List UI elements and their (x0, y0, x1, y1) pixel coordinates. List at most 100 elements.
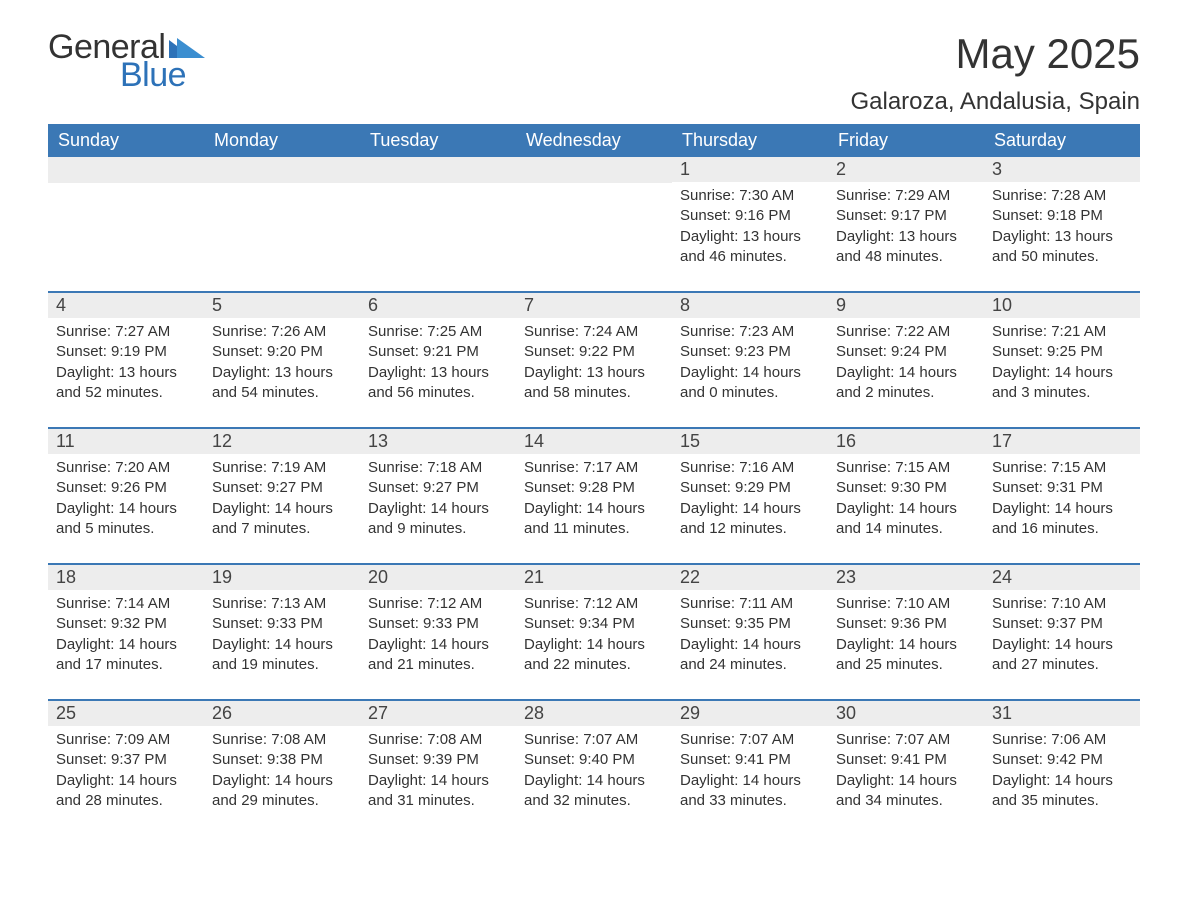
calendar-cell: 12Sunrise: 7:19 AMSunset: 9:27 PMDayligh… (204, 429, 360, 563)
day-details: Sunrise: 7:29 AMSunset: 9:17 PMDaylight:… (828, 182, 984, 267)
calendar-cell: 11Sunrise: 7:20 AMSunset: 9:26 PMDayligh… (48, 429, 204, 563)
day-details: Sunrise: 7:21 AMSunset: 9:25 PMDaylight:… (984, 318, 1140, 403)
day-number: 14 (516, 429, 672, 454)
daylight-line: Daylight: 13 hours and 58 minutes. (524, 363, 664, 404)
day-number: 16 (828, 429, 984, 454)
daylight-line: Daylight: 14 hours and 27 minutes. (992, 635, 1132, 676)
week-row: 18Sunrise: 7:14 AMSunset: 9:32 PMDayligh… (48, 563, 1140, 699)
day-details: Sunrise: 7:12 AMSunset: 9:33 PMDaylight:… (360, 590, 516, 675)
sunset-line: Sunset: 9:17 PM (836, 206, 976, 226)
week-row: 11Sunrise: 7:20 AMSunset: 9:26 PMDayligh… (48, 427, 1140, 563)
calendar-cell: 27Sunrise: 7:08 AMSunset: 9:39 PMDayligh… (360, 701, 516, 835)
day-details: Sunrise: 7:07 AMSunset: 9:41 PMDaylight:… (828, 726, 984, 811)
sunset-line: Sunset: 9:27 PM (368, 478, 508, 498)
sunset-line: Sunset: 9:37 PM (992, 614, 1132, 634)
day-number: 8 (672, 293, 828, 318)
day-details: Sunrise: 7:10 AMSunset: 9:37 PMDaylight:… (984, 590, 1140, 675)
daylight-line: Daylight: 14 hours and 33 minutes. (680, 771, 820, 812)
daylight-line: Daylight: 13 hours and 50 minutes. (992, 227, 1132, 268)
sunrise-line: Sunrise: 7:22 AM (836, 322, 976, 342)
calendar-cell: 1Sunrise: 7:30 AMSunset: 9:16 PMDaylight… (672, 157, 828, 291)
daylight-line: Daylight: 14 hours and 19 minutes. (212, 635, 352, 676)
daylight-line: Daylight: 14 hours and 35 minutes. (992, 771, 1132, 812)
calendar-cell: 30Sunrise: 7:07 AMSunset: 9:41 PMDayligh… (828, 701, 984, 835)
day-details: Sunrise: 7:07 AMSunset: 9:41 PMDaylight:… (672, 726, 828, 811)
day-number: 27 (360, 701, 516, 726)
day-details: Sunrise: 7:15 AMSunset: 9:31 PMDaylight:… (984, 454, 1140, 539)
daylight-line: Daylight: 14 hours and 12 minutes. (680, 499, 820, 540)
sunset-line: Sunset: 9:40 PM (524, 750, 664, 770)
calendar-cell: 16Sunrise: 7:15 AMSunset: 9:30 PMDayligh… (828, 429, 984, 563)
sunrise-line: Sunrise: 7:23 AM (680, 322, 820, 342)
sunrise-line: Sunrise: 7:15 AM (992, 458, 1132, 478)
sunset-line: Sunset: 9:22 PM (524, 342, 664, 362)
day-number: 28 (516, 701, 672, 726)
sunset-line: Sunset: 9:35 PM (680, 614, 820, 634)
day-number: 26 (204, 701, 360, 726)
calendar-cell: 19Sunrise: 7:13 AMSunset: 9:33 PMDayligh… (204, 565, 360, 699)
day-number: 20 (360, 565, 516, 590)
day-number: 31 (984, 701, 1140, 726)
calendar-cell: 14Sunrise: 7:17 AMSunset: 9:28 PMDayligh… (516, 429, 672, 563)
day-details: Sunrise: 7:15 AMSunset: 9:30 PMDaylight:… (828, 454, 984, 539)
day-number: 25 (48, 701, 204, 726)
day-details: Sunrise: 7:17 AMSunset: 9:28 PMDaylight:… (516, 454, 672, 539)
day-header: Sunday (48, 124, 204, 157)
sunset-line: Sunset: 9:24 PM (836, 342, 976, 362)
day-details: Sunrise: 7:10 AMSunset: 9:36 PMDaylight:… (828, 590, 984, 675)
sunrise-line: Sunrise: 7:13 AM (212, 594, 352, 614)
calendar-cell (48, 157, 204, 291)
sunrise-line: Sunrise: 7:20 AM (56, 458, 196, 478)
sunrise-line: Sunrise: 7:21 AM (992, 322, 1132, 342)
day-header-row: Sunday Monday Tuesday Wednesday Thursday… (48, 124, 1140, 157)
daylight-line: Daylight: 14 hours and 14 minutes. (836, 499, 976, 540)
day-number: 13 (360, 429, 516, 454)
calendar-cell: 22Sunrise: 7:11 AMSunset: 9:35 PMDayligh… (672, 565, 828, 699)
day-header: Saturday (984, 124, 1140, 157)
sunset-line: Sunset: 9:26 PM (56, 478, 196, 498)
calendar-cell: 3Sunrise: 7:28 AMSunset: 9:18 PMDaylight… (984, 157, 1140, 291)
daylight-line: Daylight: 14 hours and 3 minutes. (992, 363, 1132, 404)
calendar-cell: 6Sunrise: 7:25 AMSunset: 9:21 PMDaylight… (360, 293, 516, 427)
sunrise-line: Sunrise: 7:29 AM (836, 186, 976, 206)
calendar-cell (360, 157, 516, 291)
sunset-line: Sunset: 9:42 PM (992, 750, 1132, 770)
sunset-line: Sunset: 9:34 PM (524, 614, 664, 634)
day-details: Sunrise: 7:27 AMSunset: 9:19 PMDaylight:… (48, 318, 204, 403)
daylight-line: Daylight: 14 hours and 24 minutes. (680, 635, 820, 676)
sunrise-line: Sunrise: 7:15 AM (836, 458, 976, 478)
day-header: Friday (828, 124, 984, 157)
sunset-line: Sunset: 9:21 PM (368, 342, 508, 362)
daylight-line: Daylight: 13 hours and 46 minutes. (680, 227, 820, 268)
day-number: 5 (204, 293, 360, 318)
sunset-line: Sunset: 9:33 PM (368, 614, 508, 634)
calendar-cell: 23Sunrise: 7:10 AMSunset: 9:36 PMDayligh… (828, 565, 984, 699)
day-details: Sunrise: 7:25 AMSunset: 9:21 PMDaylight:… (360, 318, 516, 403)
sunrise-line: Sunrise: 7:10 AM (836, 594, 976, 614)
sunrise-line: Sunrise: 7:30 AM (680, 186, 820, 206)
day-details: Sunrise: 7:19 AMSunset: 9:27 PMDaylight:… (204, 454, 360, 539)
sunrise-line: Sunrise: 7:07 AM (524, 730, 664, 750)
calendar: Sunday Monday Tuesday Wednesday Thursday… (48, 124, 1140, 835)
day-number: 22 (672, 565, 828, 590)
sunset-line: Sunset: 9:31 PM (992, 478, 1132, 498)
day-number: 9 (828, 293, 984, 318)
day-header: Wednesday (516, 124, 672, 157)
calendar-cell: 7Sunrise: 7:24 AMSunset: 9:22 PMDaylight… (516, 293, 672, 427)
calendar-cell: 25Sunrise: 7:09 AMSunset: 9:37 PMDayligh… (48, 701, 204, 835)
day-number: 29 (672, 701, 828, 726)
sunrise-line: Sunrise: 7:18 AM (368, 458, 508, 478)
sunrise-line: Sunrise: 7:09 AM (56, 730, 196, 750)
sunrise-line: Sunrise: 7:27 AM (56, 322, 196, 342)
calendar-cell: 18Sunrise: 7:14 AMSunset: 9:32 PMDayligh… (48, 565, 204, 699)
daylight-line: Daylight: 14 hours and 25 minutes. (836, 635, 976, 676)
day-details: Sunrise: 7:30 AMSunset: 9:16 PMDaylight:… (672, 182, 828, 267)
daylight-line: Daylight: 13 hours and 48 minutes. (836, 227, 976, 268)
day-number: 2 (828, 157, 984, 182)
sunrise-line: Sunrise: 7:25 AM (368, 322, 508, 342)
day-number: 18 (48, 565, 204, 590)
sunrise-line: Sunrise: 7:19 AM (212, 458, 352, 478)
day-number (360, 157, 516, 183)
day-details: Sunrise: 7:08 AMSunset: 9:39 PMDaylight:… (360, 726, 516, 811)
day-details: Sunrise: 7:24 AMSunset: 9:22 PMDaylight:… (516, 318, 672, 403)
